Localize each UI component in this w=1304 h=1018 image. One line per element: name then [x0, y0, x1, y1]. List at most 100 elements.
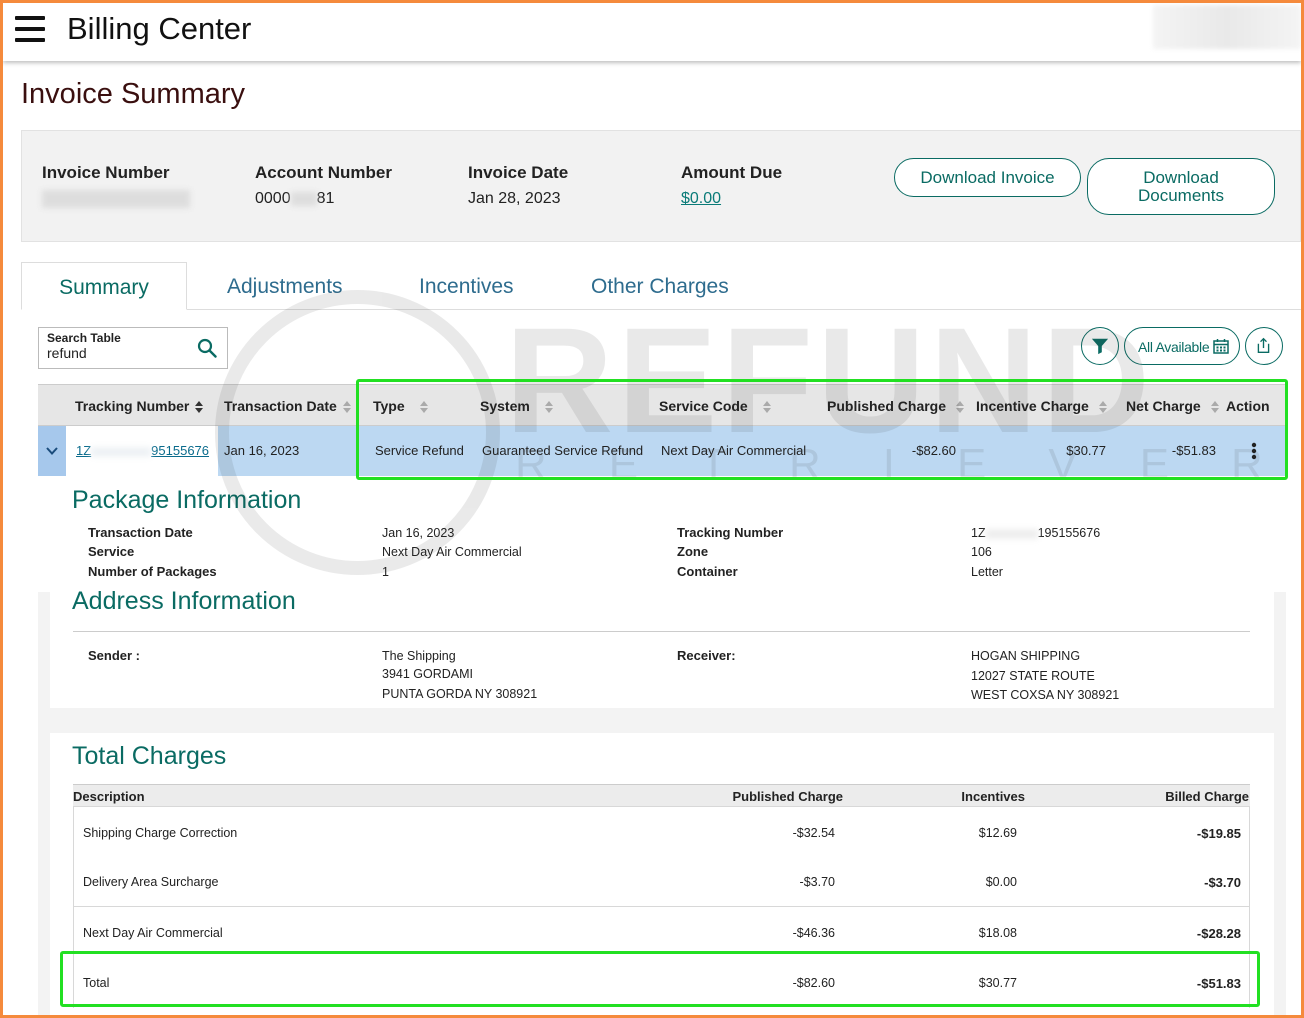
all-available-button[interactable]: All Available	[1124, 327, 1240, 365]
sort-icon[interactable]	[194, 400, 204, 414]
receiver-line-2: 12027 STATE ROUTE	[971, 669, 1095, 683]
pkg-packages-label: Number of Packages	[88, 564, 217, 579]
col-type-label: Type	[373, 398, 405, 414]
totals-incentives: $30.77	[978, 976, 1017, 990]
pkg-container: Letter	[971, 565, 1003, 579]
hamburger-menu-icon[interactable]	[15, 16, 45, 42]
sort-icon[interactable]	[342, 400, 352, 414]
totals-description: Next Day Air Commercial	[83, 926, 223, 940]
receiver-label: Receiver:	[677, 648, 736, 663]
col-tracking-number-label: Tracking Number	[75, 398, 190, 414]
col-published-charge[interactable]: Published Charge	[827, 398, 965, 414]
totals-col-published: Published Charge	[732, 789, 843, 804]
tab-summary[interactable]: Summary	[21, 262, 187, 310]
search-input[interactable]	[47, 345, 187, 361]
pkg-zone: 106	[971, 545, 992, 559]
sort-icon[interactable]	[762, 400, 772, 414]
tracking-number-link[interactable]: 1Z 95155676	[76, 443, 209, 458]
col-net-charge-label: Net Charge	[1126, 398, 1201, 414]
totals-incentives: $0.00	[985, 875, 1017, 889]
totals-published: -$46.36	[792, 926, 835, 940]
col-published-charge-label: Published Charge	[827, 398, 947, 414]
search-table-label: Search Table	[47, 331, 121, 345]
pkg-tracking-label: Tracking Number	[677, 525, 784, 540]
amount-due-link[interactable]: $0.00	[681, 190, 722, 207]
package-card	[38, 476, 1286, 592]
all-available-label: All Available	[1138, 339, 1210, 355]
totals-col-description: Description	[73, 789, 145, 804]
tab-other-charges[interactable]: Other Charges	[591, 275, 729, 298]
row-service-code: Next Day Air Commercial	[661, 443, 807, 458]
col-type[interactable]: Type	[373, 398, 429, 414]
tracking-prefix: 1Z	[76, 443, 92, 458]
invoice-header-panel: Invoice Number Account Number 0000 81 Inv…	[21, 130, 1301, 242]
sort-icon[interactable]	[419, 400, 429, 414]
receiver-line-1: HOGAN SHIPPING	[971, 649, 1081, 663]
sender-line-2: 3941 GORDAMI	[382, 667, 474, 681]
totals-table-header: Description Published Charge Incentives …	[73, 784, 1250, 806]
totals-row: Shipping Charge Correction -$32.54 $12.6…	[73, 806, 1250, 857]
totals-row: Next Day Air Commercial -$46.36 $18.08 -…	[73, 907, 1250, 958]
col-system[interactable]: System	[480, 398, 554, 414]
row-incentive-charge: $30.77	[1066, 443, 1106, 458]
amount-due-field: Amount Due $0.00	[681, 163, 782, 208]
tracking-redacted	[91, 446, 152, 457]
totals-billed: -$19.85	[1196, 826, 1241, 841]
tracking-cell: 1Z 95155676	[66, 426, 218, 476]
invoice-number-field: Invoice Number	[42, 163, 190, 208]
account-number-prefix: 0000	[255, 190, 291, 207]
totals-billed: -$3.70	[1204, 875, 1241, 890]
pkg-tracking-prefix: 1Z	[971, 526, 986, 540]
invoice-number-label: Invoice Number	[42, 163, 170, 182]
pkg-service: Next Day Air Commercial	[382, 545, 522, 559]
total-charges-title: Total Charges	[72, 742, 227, 770]
account-number-redacted	[290, 191, 317, 206]
totals-description: Shipping Charge Correction	[83, 826, 238, 840]
download-invoice-button[interactable]: Download Invoice	[894, 158, 1081, 197]
app-title: Billing Center	[67, 11, 252, 46]
pkg-service-label: Service	[88, 544, 135, 559]
row-type: Service Refund	[375, 443, 464, 458]
totals-row-total: Total -$82.60 $30.77 -$51.83	[73, 957, 1250, 1008]
col-transaction-date-label: Transaction Date	[224, 398, 337, 414]
calendar-icon	[1213, 339, 1229, 354]
search-table-box[interactable]: Search Table	[38, 327, 228, 369]
totals-billed: -$51.83	[1196, 976, 1241, 991]
row-expander[interactable]	[38, 426, 66, 476]
receiver-line-3: WEST COXSA NY 308921	[971, 688, 1119, 702]
account-number-label: Account Number	[255, 163, 392, 182]
table-row[interactable]: 1Z 95155676 Jan 16, 2023 Service Refund G…	[38, 426, 1286, 476]
col-action: Action	[1226, 398, 1270, 414]
export-icon	[1257, 337, 1270, 353]
pkg-packages: 1	[382, 565, 389, 579]
col-transaction-date[interactable]: Transaction Date	[224, 398, 352, 414]
tab-incentives[interactable]: Incentives	[419, 275, 514, 298]
totals-description: Delivery Area Surcharge	[83, 875, 219, 889]
pkg-transaction-date-label: Transaction Date	[88, 525, 193, 540]
sort-icon[interactable]	[544, 400, 554, 414]
sort-icon[interactable]	[1210, 400, 1220, 414]
filter-button[interactable]	[1081, 327, 1119, 365]
col-service-code[interactable]: Service Code	[659, 398, 772, 414]
address-card	[50, 592, 1274, 708]
col-net-charge[interactable]: Net Charge	[1126, 398, 1220, 414]
user-menu[interactable]	[1153, 5, 1301, 49]
sort-icon[interactable]	[1098, 400, 1108, 414]
more-actions-icon[interactable]	[1251, 442, 1257, 460]
invoice-date-label: Invoice Date	[468, 163, 569, 182]
tab-adjustments[interactable]: Adjustments	[227, 275, 343, 298]
sender-line-1: The Shipping	[382, 649, 456, 663]
col-tracking-number[interactable]: Tracking Number	[75, 398, 204, 414]
search-icon[interactable]	[197, 338, 217, 358]
receiver-city: WEST COXSA	[971, 688, 1054, 702]
row-transaction-date: Jan 16, 2023	[224, 443, 300, 458]
pkg-tracking-number: 1Z 195155676	[971, 526, 1100, 540]
account-number-suffix: 81	[316, 190, 335, 207]
export-button[interactable]	[1245, 327, 1283, 365]
invoice-number-redacted	[42, 190, 190, 208]
download-documents-button[interactable]: Download Documents	[1087, 158, 1275, 215]
sort-icon[interactable]	[955, 400, 965, 414]
col-incentive-charge[interactable]: Incentive Charge	[976, 398, 1108, 414]
totals-published: -$3.70	[799, 875, 835, 889]
col-service-code-label: Service Code	[659, 398, 748, 414]
